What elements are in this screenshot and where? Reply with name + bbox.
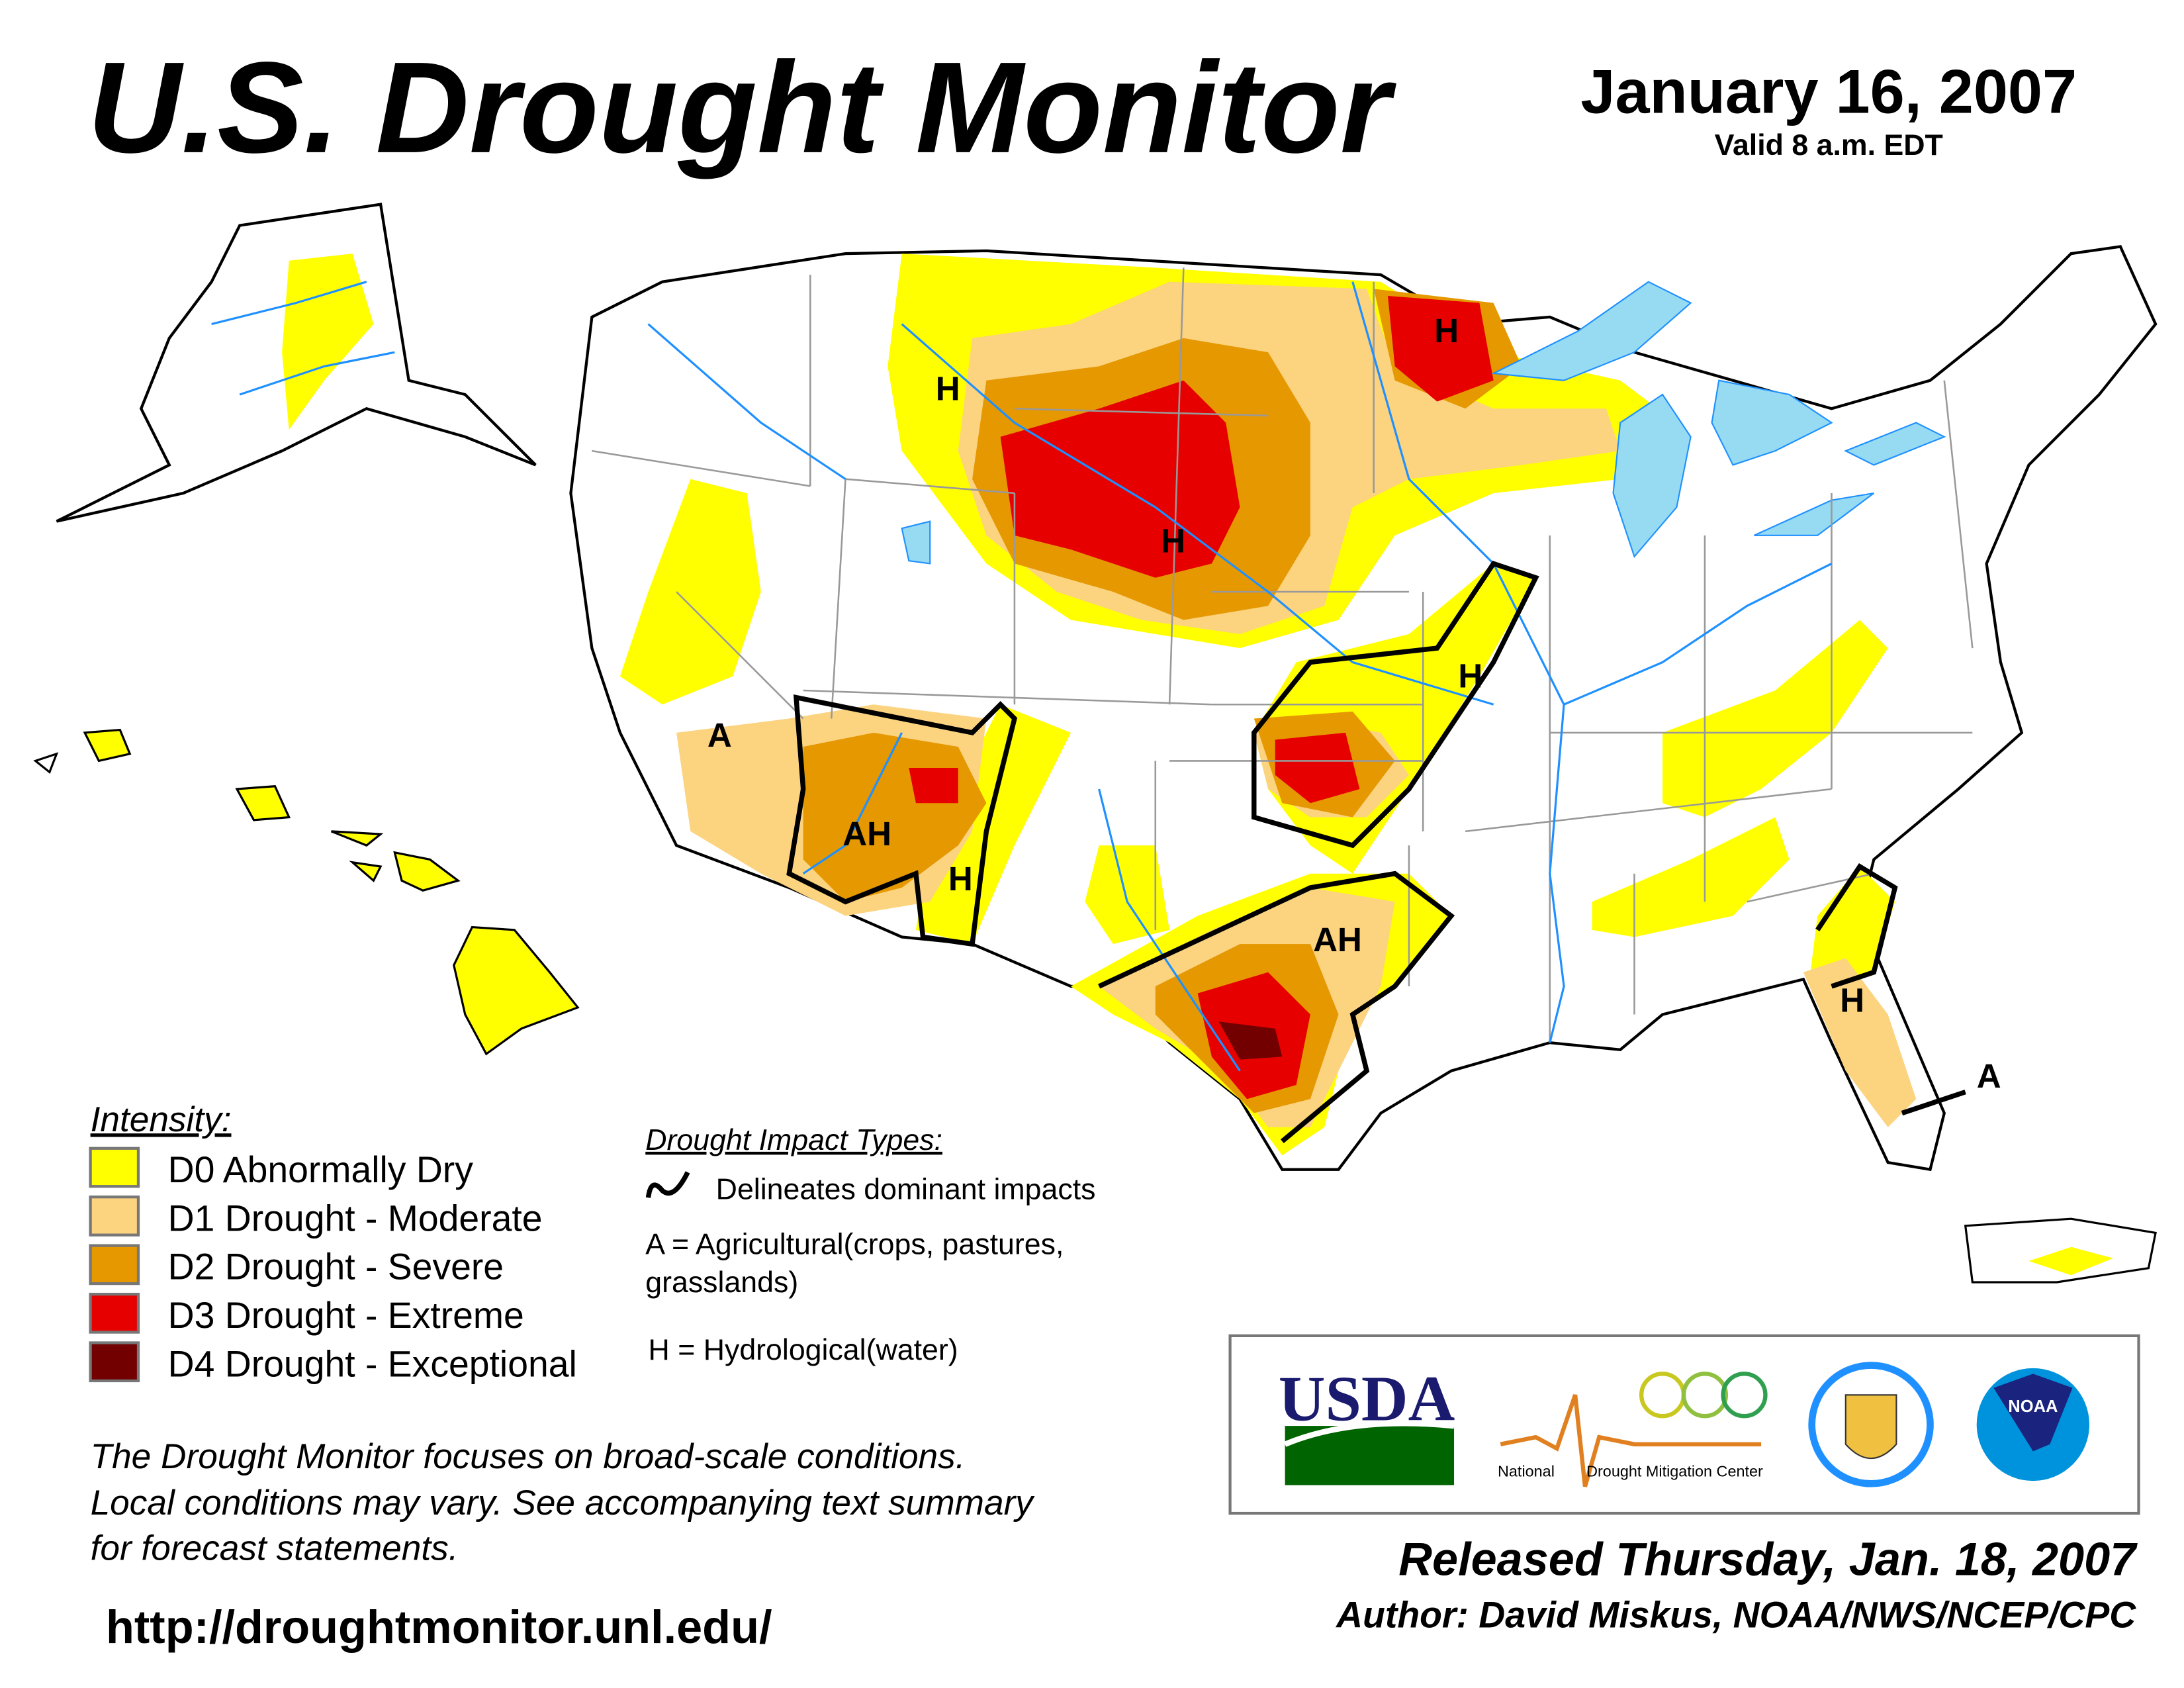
- author: Author: David Miskus, NOAA/NWS/NCEP/CPC: [1335, 1594, 2136, 1635]
- ndmc-text-right: Drought Mitigation Center: [1586, 1463, 1763, 1480]
- legend-swatch-d4: [89, 1341, 140, 1383]
- impact-label: AH: [842, 815, 891, 853]
- impact-label: A: [707, 716, 732, 754]
- impact-labels: H H H H A AH H H AH H A: [707, 312, 2001, 1095]
- legend-label-d1: D1 Drought - Moderate: [168, 1197, 543, 1239]
- legend-label-d0: D0 Abnormally Dry: [168, 1149, 474, 1190]
- impact-label: H: [1458, 657, 1482, 695]
- legend-label-d2: D2 Drought - Severe: [168, 1246, 504, 1288]
- disclaimer-line: Local conditions may vary. See accompany…: [91, 1483, 1036, 1523]
- page-title: U.S. Drought Monitor: [87, 36, 1396, 180]
- agency-logos: USDA National Drought Mitigation Center …: [1228, 1334, 2140, 1515]
- website-link[interactable]: http://droughtmonitor.unl.edu/: [106, 1601, 772, 1653]
- impact-types-legend: Drought Impact Types: Delineates dominan…: [645, 1124, 1095, 1366]
- disclaimer: The Drought Monitor focuses on broad-sca…: [91, 1437, 1036, 1568]
- impact-label: H: [936, 370, 960, 408]
- usda-logo-stripe: [1283, 1421, 1455, 1447]
- impact-label: H: [1434, 312, 1459, 350]
- impact-ag-line2: grasslands): [645, 1266, 798, 1299]
- valid-time: Valid 8 a.m. EDT: [1715, 129, 1943, 162]
- state-borders: [592, 267, 1974, 1043]
- commerce-seal: [1808, 1362, 1934, 1487]
- puerto-rico-map: [1964, 1217, 2157, 1284]
- legend-swatch-d3: [89, 1292, 140, 1334]
- d3-areas: [909, 295, 1494, 1100]
- impact-label: A: [1977, 1057, 2001, 1095]
- impact-label: AH: [1313, 921, 1362, 959]
- legend-swatch-d2: [89, 1244, 140, 1286]
- disclaimer-line: The Drought Monitor focuses on broad-sca…: [91, 1437, 966, 1476]
- impact-label: H: [1161, 522, 1185, 559]
- conus-map: H H H H A AH H H AH H A: [569, 245, 2158, 1172]
- ndmc-logo: National Drought Mitigation Center: [1498, 1372, 1768, 1487]
- intensity-legend: Intensity: D0 Abnormally Dry D1 Drought -…: [89, 1100, 577, 1385]
- rivers: [647, 281, 1833, 1072]
- legend-label-d3: D3 Drought - Extreme: [168, 1295, 524, 1336]
- impact-label: H: [948, 860, 973, 898]
- ndmc-text-left: National: [1498, 1463, 1555, 1480]
- impact-boundaries: [786, 560, 1966, 1143]
- release-date: Released Thursday, Jan. 18, 2007: [1398, 1533, 2138, 1585]
- great-lakes: [901, 281, 1946, 565]
- legend-label-d4: D4 Drought - Exceptional: [168, 1344, 577, 1385]
- map-date: January 16, 2007: [1580, 56, 2077, 126]
- alaska-map: [56, 203, 537, 523]
- noaa-logo: NOAA: [1976, 1368, 2090, 1481]
- legend-title: Intensity:: [91, 1100, 232, 1139]
- disclaimer-line: for forecast statements.: [91, 1528, 459, 1568]
- noaa-text: NOAA: [2008, 1397, 2058, 1416]
- d4-area: [1218, 1021, 1283, 1060]
- impact-line-icon: [645, 1171, 690, 1198]
- impact-label: H: [1840, 981, 1864, 1019]
- hawaii-map: [33, 728, 580, 1056]
- impact-title: Drought Impact Types:: [645, 1124, 942, 1156]
- impact-hydro: H = Hydrological(water): [649, 1334, 958, 1366]
- legend-swatch-d1: [89, 1196, 140, 1237]
- legend-swatch-d0: [89, 1147, 140, 1188]
- impact-line-label: Delineates dominant impacts: [716, 1173, 1096, 1205]
- impact-ag-line1: A = Agricultural(crops, pastures,: [645, 1228, 1064, 1260]
